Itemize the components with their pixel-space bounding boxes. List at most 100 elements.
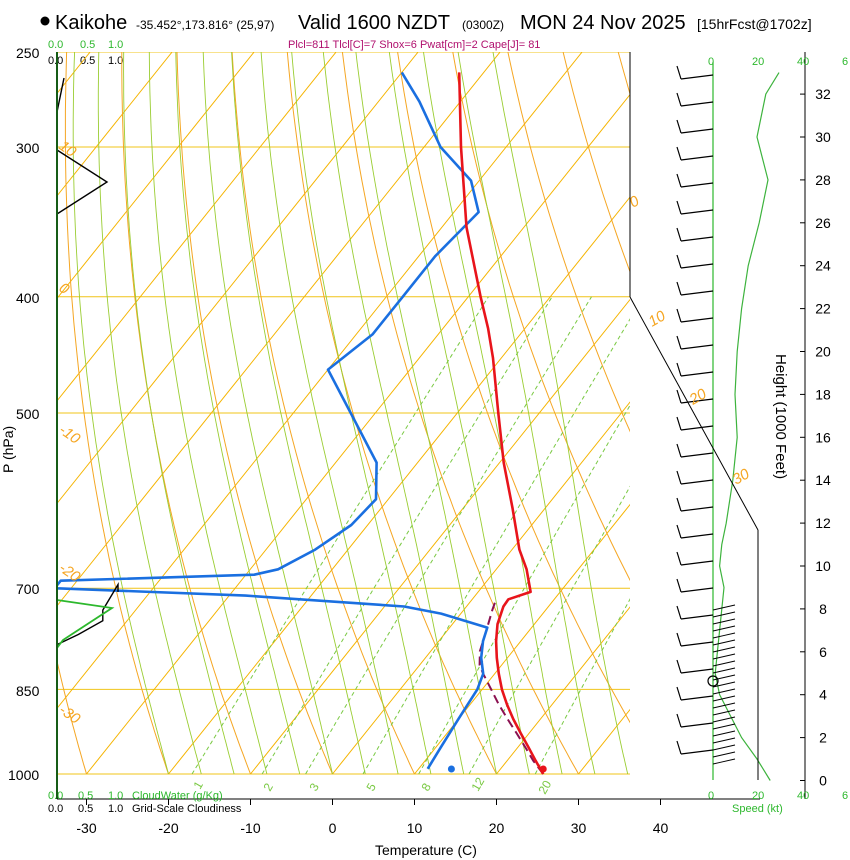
mixing-ratio-line (261, 296, 553, 775)
valid-date: MON 24 Nov 2025 (520, 12, 686, 34)
height-tick-label: 18 (815, 386, 831, 402)
adiabat-label: 0 (627, 192, 643, 211)
dry-adiabat-line (562, 52, 630, 274)
top-black-0: 0.0 (48, 55, 63, 67)
height-tick-label: 4 (819, 687, 827, 703)
height-tick-label: 26 (815, 215, 831, 231)
wind-barb-low (712, 730, 736, 737)
wind-barb (676, 227, 714, 242)
height-tick-label: 32 (815, 86, 831, 102)
speed-tick-6: 6 (842, 790, 848, 802)
wind-barb (676, 551, 714, 566)
speed-tick-0: 0 (708, 790, 714, 802)
wind-panel (629, 52, 780, 781)
p-tick: 500 (16, 406, 40, 422)
wind-barb (676, 686, 714, 701)
wind-barb (676, 65, 714, 80)
top-green-0: 0.0 (48, 39, 63, 51)
wind-barb-low (712, 660, 736, 667)
top-speed-0: 0 (708, 56, 714, 68)
isotherm-line (86, 93, 630, 775)
isotherm-line (332, 401, 630, 775)
wind-barb (676, 416, 714, 431)
wind-barb (676, 119, 714, 134)
sounding-profiles (57, 71, 547, 775)
wind-barb-low (712, 709, 736, 716)
bottom-green-05: 0.5 (78, 790, 93, 802)
isotherm-label: 10 (56, 137, 80, 161)
wind-barb (676, 632, 714, 647)
wind-barb-low (712, 695, 736, 702)
p-tick: 300 (16, 140, 40, 156)
wind-speed-line (714, 72, 780, 781)
surface-temperature-dot (539, 765, 547, 773)
isotherm-line (414, 503, 630, 775)
height-tick-label: 20 (815, 344, 831, 360)
wind-barb (676, 92, 714, 107)
wind-barb (676, 713, 714, 728)
height-axis-label: Height (1000 Feet) (772, 354, 789, 479)
x-tick-label: -20 (158, 820, 178, 836)
bottom-black-1: 1.0 (108, 803, 123, 815)
wind-barb-low (712, 667, 736, 674)
calm-wind-icon (707, 675, 719, 687)
wind-barb-low (712, 723, 736, 730)
panel-diagonal (629, 296, 759, 531)
dry-adiabat-line (839, 52, 850, 774)
wind-barb (676, 254, 714, 269)
x-tick-label: 40 (653, 820, 669, 836)
speed-tick-20: 20 (752, 790, 764, 802)
height-tick-label: 28 (815, 172, 831, 188)
dewpoint-line (57, 71, 489, 770)
dry-adiabat-line (176, 52, 333, 775)
wind-barb-low (712, 639, 736, 646)
isotherm-line (250, 298, 630, 775)
isotherm-line (57, 52, 337, 402)
wind-barb-low (712, 716, 736, 723)
wind-barb-low (712, 758, 736, 765)
y-axis-label: P (hPa) (0, 426, 16, 473)
wind-barb (676, 659, 714, 674)
profile-clip (57, 71, 545, 775)
moist-adiabat-line (148, 52, 268, 775)
grid-clip (57, 52, 850, 775)
wind-barb (676, 389, 714, 404)
wind-barb (676, 308, 714, 323)
adiabat-label: 10 (646, 307, 670, 330)
isotherm-line (57, 52, 583, 710)
wind-barb-low (712, 611, 736, 618)
top-black-1: 1.0 (108, 55, 123, 67)
moist-adiabat-line (72, 52, 169, 775)
top-green-05: 0.5 (80, 39, 95, 51)
height-tick-label: 6 (819, 644, 827, 660)
adiabat-label: 20 (686, 385, 710, 409)
p-tick: 1000 (8, 767, 39, 783)
mixing-ratio-line (468, 485, 630, 775)
moist-adiabat-line (492, 52, 629, 775)
p-tick: 700 (16, 581, 40, 597)
cloudiness-line (56, 581, 119, 646)
station-coords: -35.452°,173.816° (25,97) (136, 18, 274, 32)
valid-time: Valid 1600 NZDT (298, 12, 450, 34)
moist-adiabat-line (322, 52, 465, 775)
wind-barb (676, 200, 714, 215)
cloud-water-line (56, 599, 115, 649)
wind-barb (676, 146, 714, 161)
wind-barb (676, 605, 714, 620)
moist-adiabat-line (175, 52, 301, 775)
cloudiness-label: Grid-Scale Cloudiness (132, 803, 242, 815)
isotherm-line (57, 52, 501, 607)
top-speed-6: 6 (842, 56, 848, 68)
background-grid (57, 52, 850, 775)
bottom-green-0: 0.0 (48, 790, 63, 802)
dry-adiabat-line (64, 52, 169, 775)
mixing-ratio-line (305, 296, 592, 775)
station-dot-icon (40, 16, 50, 26)
bottom-black-05: 0.5 (78, 803, 93, 815)
wind-barb-low (712, 688, 736, 695)
mixing-label: 3 (306, 780, 322, 793)
cloudiness-line-top (56, 77, 65, 113)
wind-barb (676, 173, 714, 188)
wind-barb-low (712, 625, 736, 632)
height-tick-label: 12 (815, 515, 831, 531)
